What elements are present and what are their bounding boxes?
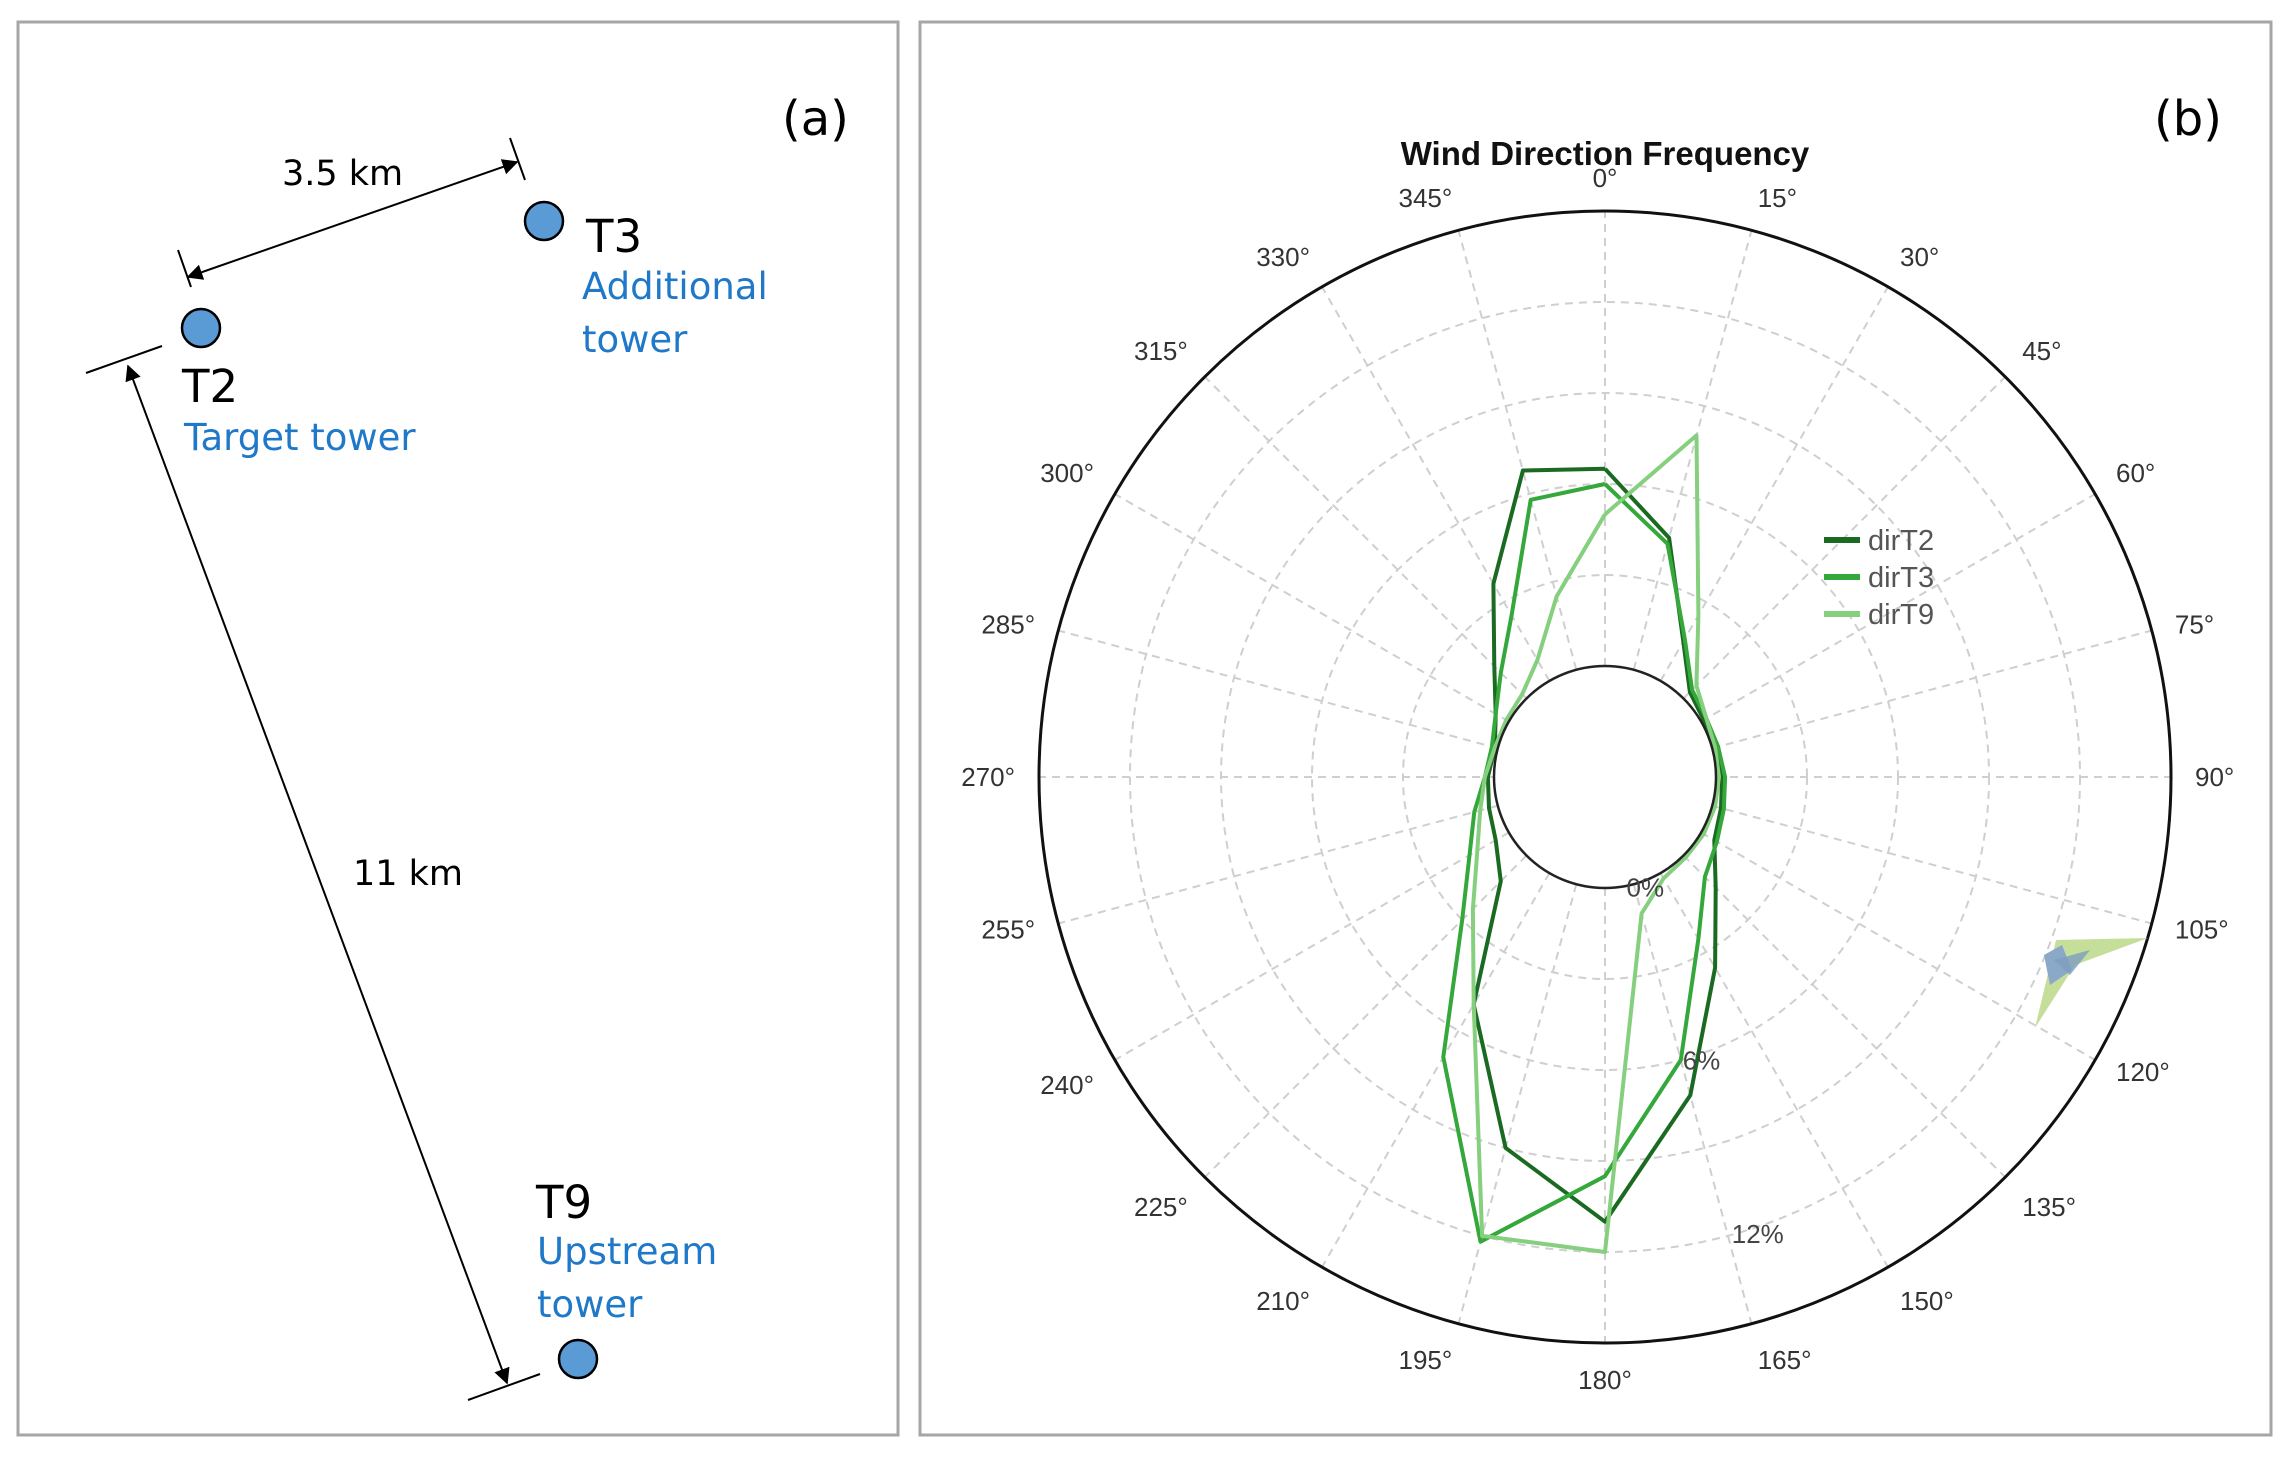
tower-t9-role-line1: Upstream	[537, 1230, 717, 1273]
panel-a-label: (a)	[782, 91, 849, 147]
grid-spoke-285	[1058, 629, 1499, 750]
radial-label-6: 6%	[1683, 1046, 1721, 1076]
angle-label-60: 60°	[2116, 458, 2155, 488]
grid-spoke-240	[1114, 831, 1510, 1061]
tower-t9-marker	[557, 1338, 599, 1380]
grid-spoke-105	[1711, 804, 2152, 925]
dim-t2-t3-tick-right	[509, 137, 526, 181]
angle-label-195: 195°	[1399, 1345, 1453, 1375]
polar-labels: 0° 15° 30° 45° 60° 75° 90° 105° 120° 135° 150° 165°…	[961, 163, 2234, 1395]
dim-t2-t3-arrow	[186, 159, 519, 280]
outer-ring	[1037, 209, 2173, 1345]
angle-label-165: 165°	[1758, 1345, 1812, 1375]
angle-label-225: 225°	[1134, 1192, 1188, 1222]
grid-spoke-255	[1058, 804, 1499, 925]
center-hole	[1492, 664, 1718, 890]
dim-t2-t9-arrow	[125, 364, 510, 1385]
grid-spoke-195	[1457, 883, 1578, 1324]
angle-label-0: 0°	[1593, 163, 1618, 193]
tower-t3-label: T3	[585, 210, 642, 263]
legend: dirT2 dirT3 dirT9	[1824, 525, 1934, 631]
grid-spoke-135	[1682, 854, 2006, 1178]
grid-spoke-315	[1204, 376, 1528, 700]
tower-t3-role-line1: Additional	[582, 265, 768, 308]
polar-grid	[1039, 211, 2171, 1343]
angle-label-90: 90°	[2195, 762, 2234, 792]
angle-label-120: 120°	[2116, 1057, 2170, 1087]
dim-t2-t9-tick-top	[85, 345, 163, 374]
grid-spoke-300	[1114, 493, 1510, 723]
grid-spoke-60	[1700, 493, 2096, 723]
angle-label-180: 180°	[1578, 1365, 1632, 1395]
legend-label-dirT9: dirT9	[1868, 599, 1934, 631]
panel-a-frame	[16, 20, 900, 1437]
panel-b-label: (b)	[2154, 91, 2222, 147]
angle-label-240: 240°	[1040, 1070, 1094, 1100]
tower-t3-role-line2: tower	[582, 318, 688, 361]
grid-spoke-345	[1457, 230, 1578, 671]
tower-t2-role: Target tower	[183, 416, 416, 459]
angle-label-330: 330°	[1256, 242, 1310, 272]
angle-label-30: 30°	[1900, 242, 1939, 272]
polar-series	[1441, 433, 1728, 1254]
angle-label-315: 315°	[1134, 336, 1188, 366]
dim-t2-t3-label: 3.5 km	[282, 154, 403, 194]
angle-label-15: 15°	[1758, 183, 1797, 213]
dim-t2-t9-label: 11 km	[353, 854, 463, 894]
angle-label-150: 150°	[1900, 1286, 1954, 1316]
angle-label-270: 270°	[961, 762, 1015, 792]
angle-label-105: 105°	[2175, 915, 2229, 945]
tower-t2-label: T2	[181, 360, 238, 413]
chart-title: Wind Direction Frequency	[1401, 135, 1810, 172]
angle-label-255: 255°	[981, 915, 1035, 945]
angle-label-300: 300°	[1040, 458, 1094, 488]
angle-label-75: 75°	[2175, 609, 2214, 639]
angle-label-345: 345°	[1399, 183, 1453, 213]
tower-t3-marker	[523, 200, 565, 242]
grid-spoke-165	[1632, 883, 1753, 1324]
dim-t2-t3-tick-left	[177, 249, 192, 288]
legend-label-dirT3: dirT3	[1868, 562, 1934, 594]
panel-b-frame	[918, 20, 2273, 1437]
radial-label-12: 12%	[1732, 1219, 1784, 1249]
angle-label-210: 210°	[1256, 1286, 1310, 1316]
grid-spoke-120	[1700, 831, 2096, 1061]
radial-label-0: 0%	[1627, 873, 1665, 903]
tower-t2-marker	[180, 307, 222, 349]
angle-label-285: 285°	[981, 609, 1035, 639]
logo-icon	[2035, 938, 2148, 1028]
grid-spoke-75	[1711, 629, 2152, 750]
tower-t9-role-line2: tower	[537, 1283, 643, 1326]
angle-label-45: 45°	[2022, 336, 2061, 366]
grid-spoke-15	[1632, 230, 1753, 671]
tower-t9-label: T9	[535, 1176, 592, 1229]
grid-spoke-210	[1321, 872, 1551, 1268]
angle-label-135: 135°	[2022, 1192, 2076, 1222]
legend-label-dirT2: dirT2	[1868, 525, 1934, 557]
dim-t2-t9-tick-bottom	[467, 1373, 541, 1401]
